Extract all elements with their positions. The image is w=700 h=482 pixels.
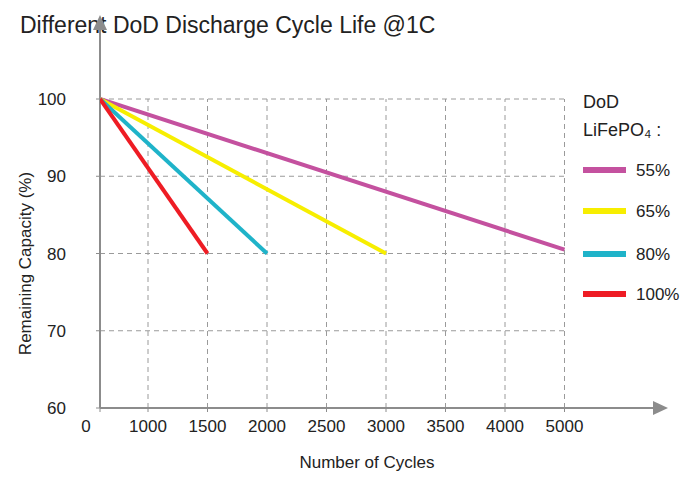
x-tick-label: 0 xyxy=(81,417,90,436)
x-tick xyxy=(100,408,101,412)
x-tick xyxy=(505,408,506,412)
x-tick xyxy=(445,408,446,412)
legend-label: 65% xyxy=(636,202,670,221)
y-tick xyxy=(96,408,100,409)
legend-swatch xyxy=(583,167,626,173)
grid-line xyxy=(100,253,565,254)
grid-line xyxy=(505,99,506,408)
y-axis xyxy=(99,28,101,408)
x-tick-label: 3000 xyxy=(367,417,405,436)
y-axis-arrow xyxy=(93,15,107,30)
x-tick xyxy=(326,408,327,412)
grid-line xyxy=(445,99,446,408)
y-axis-label: Remaining Capacity (%) xyxy=(16,172,35,355)
x-tick xyxy=(148,408,149,412)
legend-title: DoD xyxy=(583,92,619,112)
y-tick-label: 60 xyxy=(47,399,66,418)
grid-line xyxy=(564,99,565,408)
legend-label: 80% xyxy=(636,245,670,264)
x-tick-label: 3500 xyxy=(427,417,465,436)
y-tick xyxy=(96,176,100,177)
y-tick xyxy=(96,330,100,331)
x-tick xyxy=(267,408,268,412)
y-tick-label: 100 xyxy=(38,90,66,109)
legend-title: LiFePO₄ : xyxy=(583,120,661,140)
grid-line xyxy=(100,99,565,100)
y-tick-label: 70 xyxy=(47,322,66,341)
series-line xyxy=(100,99,386,254)
legend-swatch xyxy=(583,251,626,257)
grid-line xyxy=(100,330,565,331)
chart: Different DoD Discharge Cycle Life @1C 60… xyxy=(0,0,700,482)
series-line xyxy=(100,99,208,254)
y-tick-label: 80 xyxy=(47,245,66,264)
x-tick xyxy=(207,408,208,412)
x-tick-label: 4000 xyxy=(486,417,524,436)
axes xyxy=(93,15,668,415)
x-tick xyxy=(564,408,565,412)
series-line xyxy=(100,99,565,250)
x-axis xyxy=(100,407,655,409)
legend-swatch xyxy=(583,208,626,214)
legend-swatch xyxy=(583,291,626,297)
series-line xyxy=(100,99,267,254)
x-tick xyxy=(386,408,387,412)
x-tick-label: 2500 xyxy=(308,417,346,436)
y-tick xyxy=(96,253,100,254)
x-tick-label: 1500 xyxy=(189,417,227,436)
y-tick-label: 90 xyxy=(47,167,66,186)
plot-area xyxy=(100,99,565,254)
x-tick-label: 1000 xyxy=(129,417,167,436)
grid-line xyxy=(326,99,327,408)
legend-label: 55% xyxy=(636,161,670,180)
x-tick-label: 2000 xyxy=(248,417,286,436)
y-tick xyxy=(96,99,100,100)
x-axis-arrow xyxy=(653,401,668,415)
legend: DoD LiFePO₄ : 55% 65% 80% 100% xyxy=(583,92,679,304)
x-tick-label: 5000 xyxy=(546,417,584,436)
grid xyxy=(100,99,565,408)
title: Different DoD Discharge Cycle Life @1C xyxy=(20,12,435,38)
legend-label: 100% xyxy=(636,285,679,304)
x-axis-label: Number of Cycles xyxy=(299,453,434,472)
